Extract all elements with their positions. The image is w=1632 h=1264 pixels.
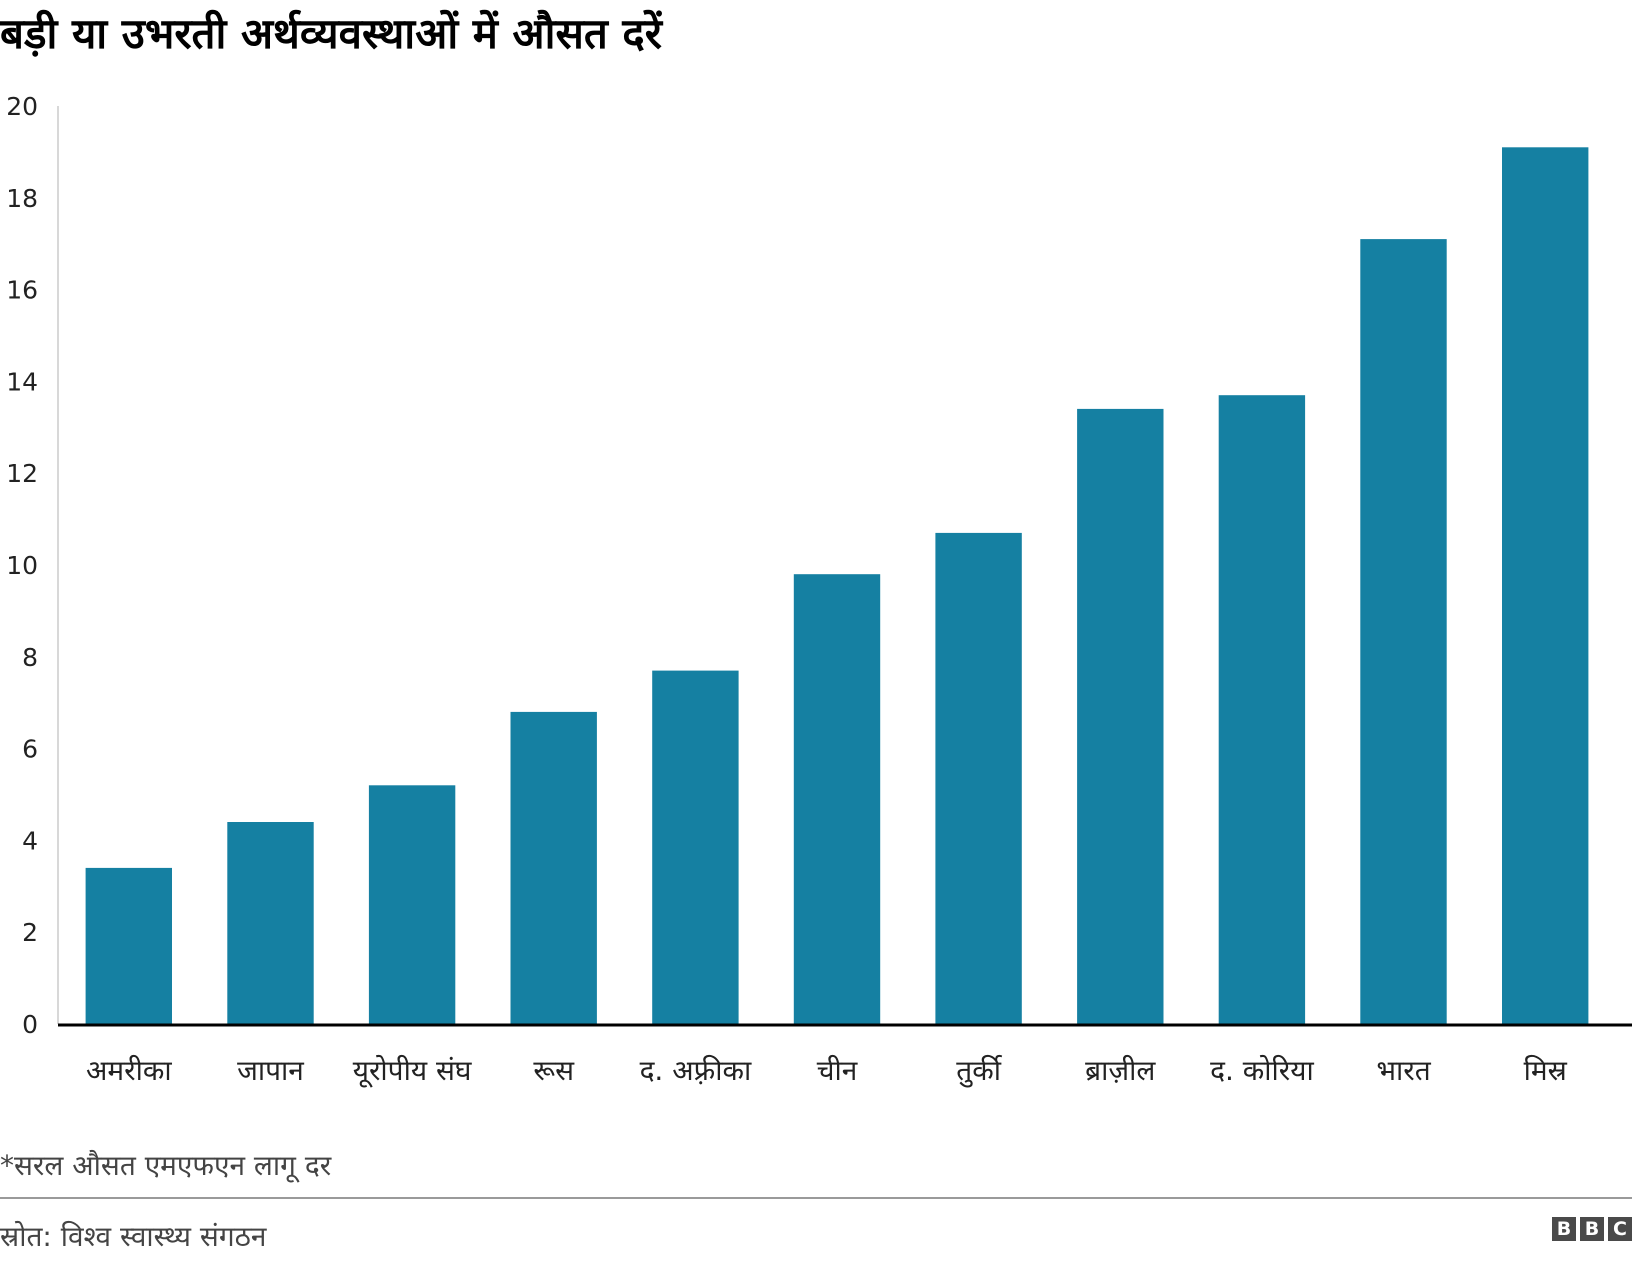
y-tick-label: 12 — [6, 459, 38, 488]
y-tick-label: 20 — [6, 92, 38, 121]
x-category-label: अमरीका — [86, 1054, 172, 1087]
bar-chart: 0 2 4 6 8 10 12 14 16 18 20 अमरीका जापान यूरोपीय संघ… — [6, 92, 1632, 1088]
bar — [85, 867, 172, 1024]
y-tick-label: 6 — [22, 735, 38, 764]
bar — [227, 822, 314, 1024]
x-category-label: जापान — [237, 1054, 304, 1087]
bar — [1502, 147, 1589, 1025]
bar — [935, 532, 1022, 1024]
bar — [368, 785, 456, 1024]
bars — [85, 147, 1589, 1025]
y-tick-label: 18 — [6, 184, 38, 213]
y-tick-label: 16 — [6, 276, 38, 305]
logo-letter: C — [1608, 1217, 1632, 1241]
bar — [652, 670, 739, 1024]
y-tick-label: 2 — [22, 918, 38, 947]
x-category-label: तुर्की — [956, 1054, 1002, 1088]
bar — [1077, 408, 1164, 1024]
x-category-label: भारत — [1376, 1054, 1431, 1087]
x-axis-labels: अमरीका जापान यूरोपीय संघ रूस द. अफ़्रीका चीन त… — [86, 1054, 1568, 1088]
x-category-label: द. अफ़्रीका — [640, 1054, 752, 1087]
y-tick-label: 10 — [6, 551, 38, 580]
x-category-label: यूरोपीय संघ — [353, 1054, 472, 1088]
y-axis-ticks: 0 2 4 6 8 10 12 14 16 18 20 — [6, 92, 38, 1039]
bar — [1218, 395, 1306, 1024]
y-tick-label: 0 — [22, 1010, 38, 1039]
y-tick-label: 14 — [6, 367, 38, 396]
footnote: *सरल औसत एमएफएन लागू दर — [0, 1149, 332, 1182]
bar — [1360, 239, 1447, 1025]
bar — [510, 711, 597, 1024]
logo-letter: B — [1552, 1217, 1576, 1241]
footer-divider — [0, 1197, 1632, 1199]
y-tick-label: 8 — [22, 643, 38, 672]
x-category-label: मिस्र — [1524, 1054, 1568, 1087]
x-category-label: चीन — [817, 1054, 858, 1087]
logo-letter: B — [1580, 1217, 1604, 1241]
x-category-label: ब्राज़ील — [1085, 1054, 1156, 1087]
y-tick-label: 4 — [22, 826, 38, 855]
x-category-label: रूस — [533, 1054, 575, 1087]
bar — [793, 574, 881, 1024]
chart-title: बड़ी या उभरती अर्थव्यवस्थाओं में औसत दरे… — [0, 9, 662, 58]
source-note: स्रोत: विश्व स्वास्थ्य संगठन — [0, 1220, 267, 1253]
bbc-logo: B B C — [1552, 1217, 1632, 1241]
x-category-label: द. कोरिया — [1210, 1054, 1314, 1087]
